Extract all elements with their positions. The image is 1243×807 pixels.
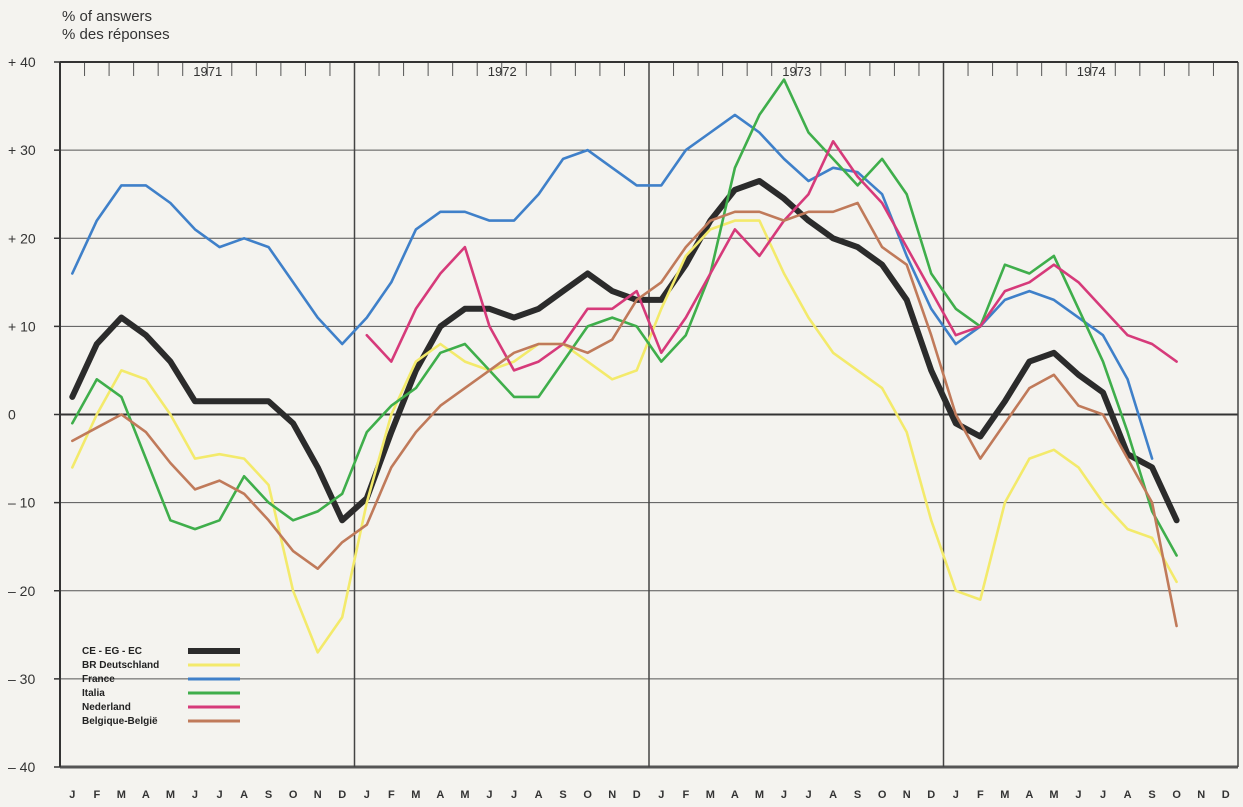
series-line — [71, 201, 1178, 628]
y-tick-label: 0 — [8, 407, 16, 423]
y-axis-title-fr: % des réponses — [62, 26, 170, 43]
month-label: F — [977, 789, 984, 801]
month-label: M — [411, 789, 420, 801]
month-label: A — [731, 789, 739, 801]
month-label: S — [1148, 789, 1155, 801]
month-label: M — [1049, 789, 1058, 801]
month-label: D — [1222, 789, 1230, 801]
month-label: A — [142, 789, 150, 801]
month-label: O — [878, 789, 887, 801]
month-label: J — [216, 789, 222, 801]
month-label: A — [1124, 789, 1132, 801]
y-tick-label: – 40 — [8, 759, 35, 775]
month-label: A — [436, 789, 444, 801]
month-label: M — [1000, 789, 1009, 801]
legend-label: France — [82, 674, 115, 685]
month-label: D — [338, 789, 346, 801]
legend-label: Nederland — [82, 702, 131, 713]
month-label: M — [460, 789, 469, 801]
legend-label: Belgique-België — [82, 716, 158, 727]
y-axis-title-en: % of answers — [62, 8, 153, 25]
series-line — [71, 219, 1178, 654]
month-label: O — [1172, 789, 1181, 801]
month-label: J — [658, 789, 664, 801]
month-label: F — [388, 789, 395, 801]
y-tick-label: + 40 — [8, 54, 36, 70]
month-label: J — [1100, 789, 1106, 801]
month-label: O — [289, 789, 298, 801]
month-label: N — [903, 789, 911, 801]
series-line — [69, 178, 1180, 524]
year-label: 1973 — [782, 64, 811, 79]
month-label: J — [69, 789, 75, 801]
year-label: 1974 — [1077, 64, 1106, 79]
month-label: M — [117, 789, 126, 801]
month-label: F — [682, 789, 689, 801]
legend-label: BR Deutschland — [82, 660, 159, 671]
month-label: S — [559, 789, 566, 801]
month-label: M — [706, 789, 715, 801]
month-label: J — [511, 789, 517, 801]
month-label: D — [927, 789, 935, 801]
month-label: J — [781, 789, 787, 801]
month-label: A — [829, 789, 837, 801]
month-label: J — [805, 789, 811, 801]
y-tick-label: – 10 — [8, 495, 35, 511]
month-label: D — [633, 789, 641, 801]
month-label: J — [1075, 789, 1081, 801]
month-label: J — [192, 789, 198, 801]
month-label: J — [953, 789, 959, 801]
month-label: M — [166, 789, 175, 801]
y-tick-label: + 30 — [8, 142, 36, 158]
month-label: S — [265, 789, 272, 801]
y-tick-label: + 10 — [8, 318, 36, 334]
month-label: A — [1025, 789, 1033, 801]
month-label: J — [486, 789, 492, 801]
month-label: F — [93, 789, 100, 801]
y-tick-label: + 20 — [8, 230, 36, 246]
month-label: N — [608, 789, 616, 801]
series-line — [365, 140, 1178, 372]
month-label: A — [535, 789, 543, 801]
month-label: M — [755, 789, 764, 801]
month-label: O — [583, 789, 592, 801]
year-label: 1971 — [193, 64, 222, 79]
month-label: A — [240, 789, 248, 801]
y-tick-label: – 30 — [8, 671, 35, 687]
month-label: J — [364, 789, 370, 801]
month-label: N — [1197, 789, 1205, 801]
y-tick-label: – 20 — [8, 583, 35, 599]
month-label: N — [314, 789, 322, 801]
month-label: S — [854, 789, 861, 801]
year-label: 1972 — [488, 64, 517, 79]
legend-label: Italia — [82, 688, 105, 699]
legend-label: CE - EG - EC — [82, 646, 142, 657]
series-line — [71, 113, 1154, 460]
